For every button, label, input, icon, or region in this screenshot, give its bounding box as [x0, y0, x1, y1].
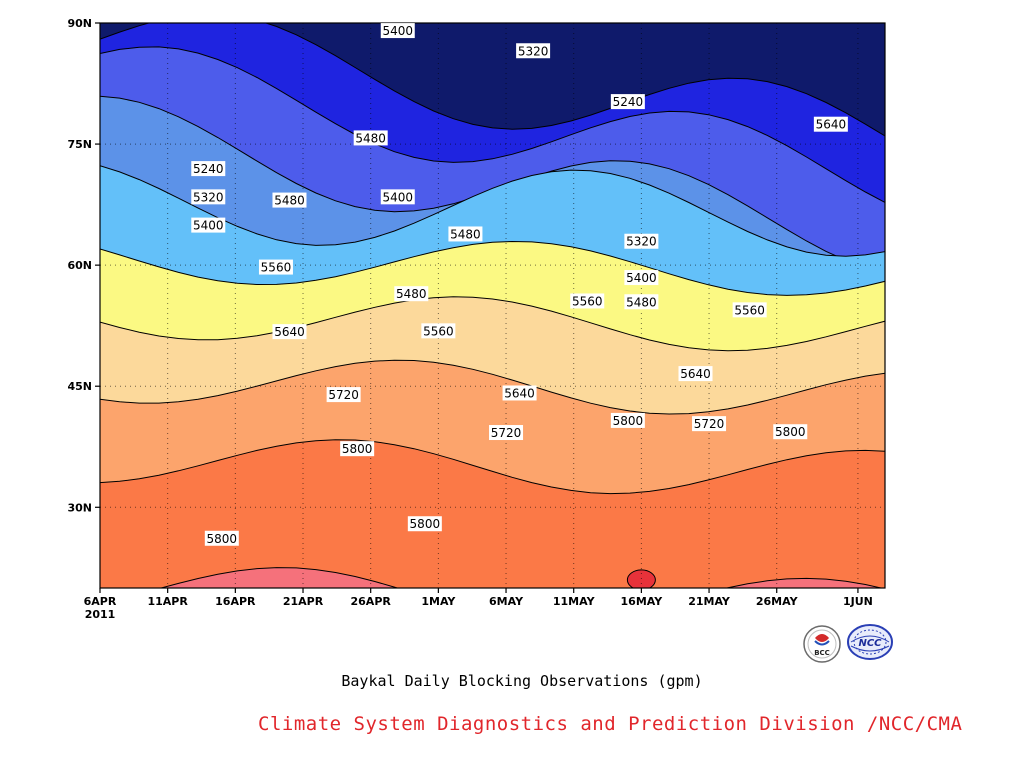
contour-label-5560: 5560 — [421, 323, 456, 339]
svg-text:5400: 5400 — [193, 219, 224, 233]
contour-label-5480: 5480 — [353, 130, 388, 146]
xtick-label-21APR: 21APR — [283, 595, 324, 608]
contour-label-5800: 5800 — [340, 441, 375, 457]
bcc-logo: BCC — [803, 625, 841, 663]
contour-label-5560: 5560 — [258, 259, 293, 275]
contour-label-5240: 5240 — [610, 94, 645, 110]
ytick-label-90N: 90N — [67, 17, 92, 30]
contour-peak-patch — [626, 569, 656, 588]
grid-lines — [100, 23, 885, 588]
svg-text:5320: 5320 — [193, 190, 224, 204]
contour-band-5800 — [100, 439, 885, 588]
svg-text:5400: 5400 — [382, 190, 413, 204]
xtick-label-1JUN: 1JUN — [843, 595, 873, 608]
contour-label-5800: 5800 — [773, 424, 808, 440]
svg-text:5720: 5720 — [491, 426, 522, 440]
svg-text:5800: 5800 — [342, 442, 373, 456]
contour-label-5480: 5480 — [624, 294, 659, 310]
xtick-label-6APR: 6APR — [84, 595, 117, 608]
ytick-label-75N: 75N — [67, 138, 92, 151]
contour-label-5640: 5640 — [502, 385, 537, 401]
contour-label-5560: 5560 — [570, 293, 605, 309]
ytick-label-45N: 45N — [67, 380, 92, 393]
contour-band-5880 — [100, 567, 885, 588]
contour-label-5640: 5640 — [678, 366, 713, 382]
contour-label-5320: 5320 — [191, 189, 226, 205]
contour-label-5320: 5320 — [624, 233, 659, 249]
contour-labels: 5240 5320 5400 5480 5560 5640 5720 5800 5400 5320… — [191, 23, 848, 546]
plot-frame — [99, 22, 886, 589]
xtick-year-label: 2011 — [85, 608, 116, 621]
svg-text:5560: 5560 — [423, 324, 454, 338]
svg-text:5720: 5720 — [328, 388, 359, 402]
svg-text:5640: 5640 — [274, 325, 305, 339]
contour-label-5640: 5640 — [272, 324, 307, 340]
svg-text:5720: 5720 — [694, 417, 725, 431]
svg-text:5400: 5400 — [626, 271, 657, 285]
svg-text:5640: 5640 — [504, 386, 535, 400]
svg-text:BCC: BCC — [814, 649, 830, 657]
xtick-label-16APR: 16APR — [215, 595, 256, 608]
contour-fills — [100, 23, 885, 588]
svg-text:5480: 5480 — [274, 194, 305, 208]
svg-text:5560: 5560 — [572, 294, 603, 308]
svg-text:5480: 5480 — [396, 287, 427, 301]
contour-label-5800: 5800 — [407, 516, 442, 532]
svg-text:5560: 5560 — [734, 303, 765, 317]
xtick-label-6MAY: 6MAY — [489, 595, 524, 608]
contour-label-5400: 5400 — [380, 189, 415, 205]
svg-text:5640: 5640 — [680, 367, 711, 381]
svg-text:5480: 5480 — [355, 131, 386, 145]
svg-text:NCC: NCC — [858, 638, 882, 649]
contour-label-5480: 5480 — [272, 192, 307, 208]
contour-label-5640: 5640 — [813, 116, 848, 132]
contour-label-5800: 5800 — [610, 412, 645, 428]
credit-line: Climate System Diagnostics and Predictio… — [258, 713, 963, 735]
contour-label-5720: 5720 — [489, 425, 524, 441]
contour-label-5400: 5400 — [624, 270, 659, 286]
contour-label-5800: 5800 — [204, 530, 239, 546]
contour-label-5400: 5400 — [380, 23, 415, 38]
contour-label-5400: 5400 — [191, 217, 226, 233]
contour-label-5720: 5720 — [692, 416, 727, 432]
svg-text:5800: 5800 — [613, 414, 644, 428]
xtick-label-1MAY: 1MAY — [421, 595, 456, 608]
svg-text:5640: 5640 — [816, 118, 847, 132]
svg-text:5800: 5800 — [410, 517, 441, 531]
contour-label-5720: 5720 — [326, 387, 361, 403]
contour-label-5240: 5240 — [191, 161, 226, 177]
svg-text:5480: 5480 — [450, 227, 481, 241]
contour-label-5320: 5320 — [516, 43, 551, 59]
chart-title: Baykal Daily Blocking Observations (gpm) — [341, 672, 703, 690]
xtick-label-21MAY: 21MAY — [688, 595, 731, 608]
svg-text:5240: 5240 — [193, 162, 224, 176]
svg-text:5400: 5400 — [382, 24, 413, 38]
contour-label-5480: 5480 — [394, 286, 429, 302]
svg-text:5320: 5320 — [518, 44, 549, 58]
contour-label-5480: 5480 — [448, 226, 483, 242]
xtick-label-16MAY: 16MAY — [621, 595, 664, 608]
ytick-label-60N: 60N — [67, 259, 92, 272]
contour-label-5560: 5560 — [732, 302, 767, 318]
xtick-label-11APR: 11APR — [147, 595, 188, 608]
svg-text:5320: 5320 — [626, 235, 657, 249]
svg-text:5800: 5800 — [207, 532, 238, 546]
xtick-label-26APR: 26APR — [351, 595, 392, 608]
svg-text:5240: 5240 — [613, 95, 644, 109]
ncc-logo: NCC — [847, 624, 893, 660]
svg-text:5800: 5800 — [775, 425, 806, 439]
xtick-label-11MAY: 11MAY — [553, 595, 596, 608]
ytick-label-30N: 30N — [67, 501, 92, 514]
svg-text:5480: 5480 — [626, 295, 657, 309]
xtick-label-26MAY: 26MAY — [756, 595, 799, 608]
svg-text:5560: 5560 — [261, 261, 292, 275]
